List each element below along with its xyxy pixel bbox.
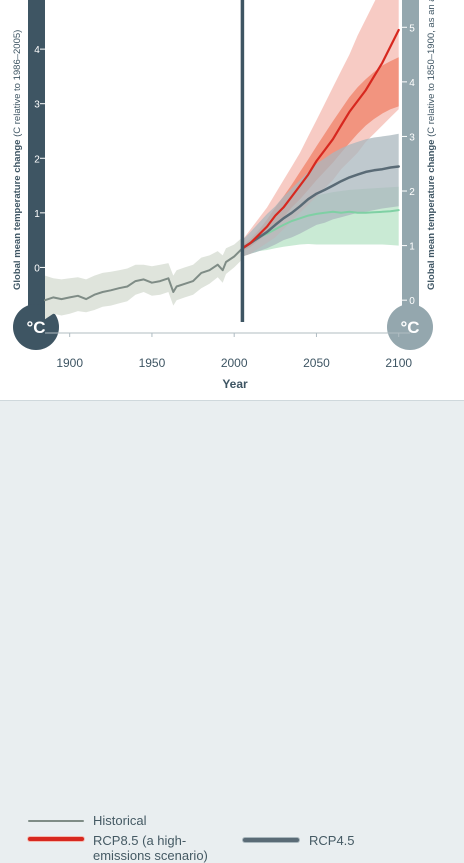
left-axis-title-bold: Global mean temperature change	[12, 140, 23, 290]
legend-rcp45-swatch	[243, 838, 299, 842]
historical-uncertainty-band	[45, 237, 243, 320]
right-y-tick-label: 1	[409, 242, 415, 253]
x-axis-title: Year	[222, 377, 248, 391]
left-axis-title: Global mean temperature change (C relati…	[12, 30, 23, 290]
chart-area: °C °C Global mean temperature change (C …	[0, 0, 464, 400]
green-scenario-line	[241, 209, 400, 250]
right-unit-badge	[387, 304, 433, 350]
legend: Historical RCP8.5 (a high- emissions sce…	[0, 400, 464, 863]
x-tick-label: 2000	[221, 356, 248, 370]
right-y-tick-label: 0	[409, 296, 415, 307]
x-tick-label: 1900	[56, 356, 83, 370]
right-axis-title-rest: (C relative to 1850–1900, as an approxim…	[426, 0, 437, 140]
rcp85-line	[241, 28, 400, 250]
legend-rcp85-line2: emissions scenario)	[93, 848, 208, 863]
left-y-tick-label: 2	[34, 154, 40, 165]
left-unit-label: °C	[26, 318, 45, 337]
x-tick-label: 2100	[385, 356, 412, 370]
axis-layer: 1900 1950 2000 2050 2100 0 1 2 3 4 0 1 2 3 4 5	[34, 23, 415, 370]
right-y-tick-label: 2	[409, 187, 415, 198]
x-tick-label: 1950	[139, 356, 166, 370]
historical-line	[44, 247, 244, 302]
rcp85-uncertainty-band	[242, 0, 399, 257]
legend-rcp85-line1: RCP8.5 (a high-	[93, 833, 187, 848]
legend-rcp85-label: RCP8.5 (a high- emissions scenario)	[93, 833, 208, 863]
plot-layer	[44, 0, 400, 322]
left-y-tick-label: 1	[34, 209, 40, 220]
left-y-tick-label: 0	[34, 263, 40, 274]
right-unit-label: °C	[400, 318, 419, 337]
right-y-tick-label: 5	[409, 23, 415, 34]
right-axis-title-bold: Global mean temperature change	[426, 140, 437, 290]
legend-rcp45-label: RCP4.5	[309, 833, 355, 848]
right-y-tick-label: 4	[409, 78, 415, 89]
right-y-tick-label: 3	[409, 132, 415, 143]
legend-rcp85-swatch	[28, 837, 84, 841]
left-axis-title-rest: (C relative to 1986–2005)	[12, 30, 23, 140]
left-y-tick-label: 3	[34, 100, 40, 111]
legend-historical-swatch	[28, 820, 84, 822]
rcp45-line	[241, 165, 400, 250]
x-tick-label: 2050	[303, 356, 330, 370]
legend-historical-label: Historical	[93, 813, 147, 828]
left-axis-bar	[28, 0, 45, 322]
left-y-tick-label: 4	[34, 45, 40, 56]
right-axis-bar	[402, 0, 419, 322]
right-axis-title: Global mean temperature change (C relati…	[426, 0, 437, 290]
temperature-chart: °C °C Global mean temperature change (C …	[12, 0, 437, 391]
